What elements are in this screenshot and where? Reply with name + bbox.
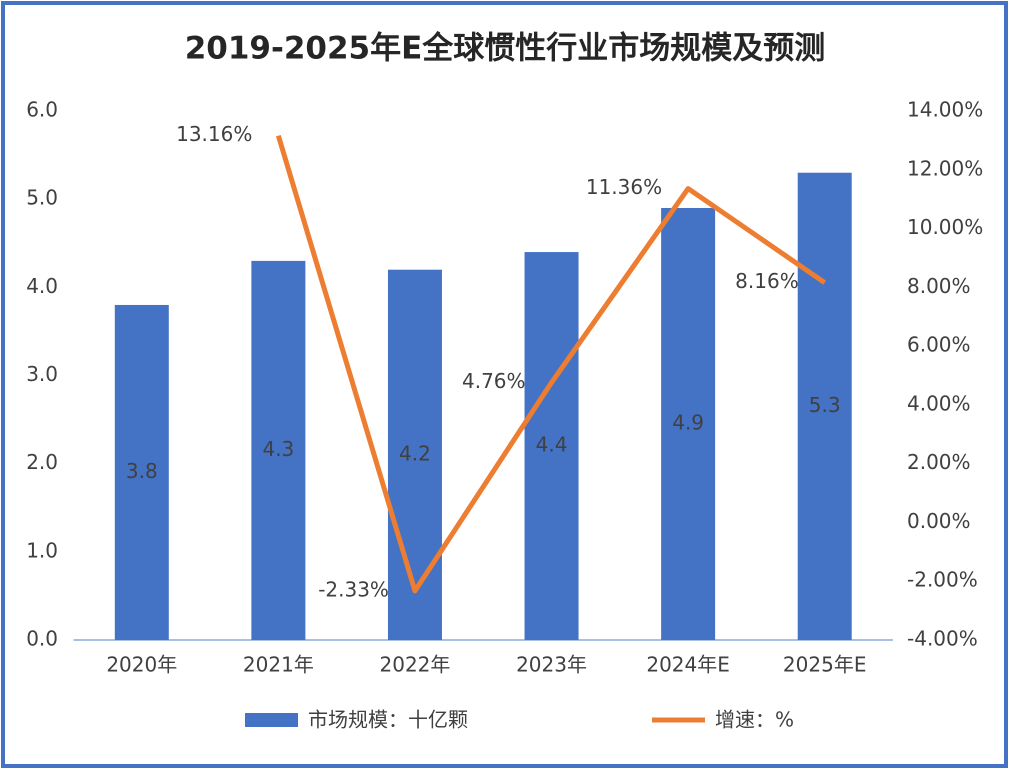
y-tick-label: 5.0 <box>26 186 58 210</box>
legend-label: 市场规模：十亿颗 <box>308 708 468 732</box>
line-value-label: 4.76% <box>462 369 526 393</box>
bar <box>387 269 442 640</box>
y2-tick-label: 8.00% <box>907 274 971 298</box>
bar-value-label: 3.8 <box>126 459 158 483</box>
bar <box>251 260 306 640</box>
bar-value-label: 4.3 <box>262 437 294 461</box>
legend-label: 增速：% <box>715 708 794 732</box>
y2-tick-label: 10.00% <box>907 215 983 239</box>
x-tick-label: 2025年E <box>783 653 867 677</box>
x-tick-label: 2023年 <box>516 653 587 677</box>
y-tick-label: 0.0 <box>26 627 58 651</box>
x-tick-label: 2024年E <box>646 653 730 677</box>
bar-value-label: 5.3 <box>809 393 841 417</box>
bar <box>661 207 716 640</box>
line-value-label: 13.16% <box>176 122 252 146</box>
x-tick-label: 2021年 <box>243 653 314 677</box>
y2-tick-label: 12.00% <box>907 156 983 180</box>
y-tick-label: 4.0 <box>26 274 58 298</box>
y2-tick-label: 6.00% <box>907 333 971 357</box>
line-value-label: 8.16% <box>735 269 799 293</box>
y-tick-label: 1.0 <box>26 538 58 562</box>
x-tick-label: 2022年 <box>380 653 451 677</box>
bar-value-label: 4.2 <box>399 441 431 465</box>
y2-tick-label: 14.00% <box>907 98 983 122</box>
bar <box>524 252 579 641</box>
chart-title: 2019-2025年E全球惯性行业市场规模及预测 <box>185 31 826 67</box>
line-value-label: 11.36% <box>586 175 662 199</box>
line <box>275 134 827 594</box>
x-tick-label: 2020年 <box>106 653 177 677</box>
bar-value-label: 4.4 <box>536 433 568 457</box>
y2-tick-label: 4.00% <box>907 391 971 415</box>
y-tick-label: 2.0 <box>26 450 58 474</box>
y-tick-label: 3.0 <box>26 362 58 386</box>
legend-swatch <box>245 713 298 727</box>
y2-tick-label: 0.00% <box>907 509 971 533</box>
y2-tick-label: -4.00% <box>907 627 978 651</box>
bar <box>114 304 169 640</box>
y2-tick-label: -2.00% <box>907 568 978 592</box>
bar <box>797 172 852 640</box>
y-tick-label: 6.0 <box>26 98 58 122</box>
line-value-label: -2.33% <box>318 577 389 601</box>
y2-tick-label: 2.00% <box>907 450 971 474</box>
bar-value-label: 4.9 <box>672 410 704 434</box>
